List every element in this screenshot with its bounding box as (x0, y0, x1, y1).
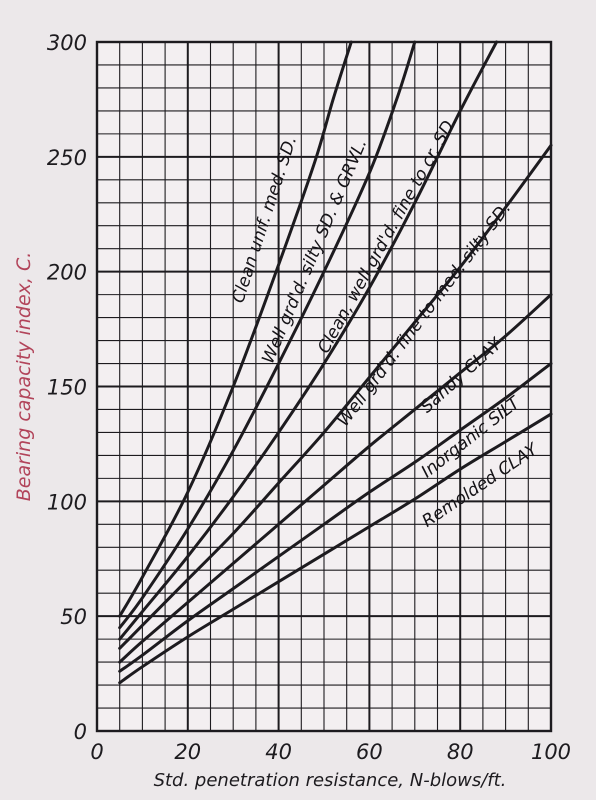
curves (118, 40, 553, 685)
x-tick-label: 60 (356, 740, 383, 764)
curve-sandy-clay (118, 293, 553, 664)
x-tick-label: 100 (531, 740, 571, 764)
curve-inorganic-silt (118, 362, 553, 673)
y-tick-label: 50 (60, 605, 87, 629)
curve-clean-well-grd-d-fine-to-cr-sd (118, 40, 499, 641)
x-tick-label: 40 (265, 740, 292, 764)
x-axis-label: Std. penetration resistance, N-blows/ft. (154, 770, 507, 791)
y-tick-label: 150 (47, 376, 87, 400)
curve-clean-unif-med-sd (118, 40, 353, 618)
x-tick-label: 0 (90, 740, 103, 764)
curve-remolded-clay (118, 412, 553, 685)
x-tick-label: 80 (447, 740, 474, 764)
major-grid (95, 40, 553, 733)
x-tick-label: 20 (174, 740, 201, 764)
y-tick-label: 200 (47, 261, 87, 285)
y-axis-label: Bearing capacity index, C. (13, 252, 35, 502)
y-tick-label: 300 (47, 31, 87, 55)
curve-well-grd-d-fine-to-med-silty-sd (118, 143, 553, 650)
minor-grid (96, 41, 552, 732)
plot-frame (95, 40, 553, 733)
x-tick-labels: 0 20 40 60 80 100 (90, 740, 571, 764)
y-tick-labels: 0 50 100 150 200 250 300 (47, 31, 87, 744)
curve-well-grd-d-silty-sd-grvl (118, 40, 417, 630)
y-tick-label: 0 (74, 720, 87, 744)
y-tick-label: 250 (47, 146, 87, 170)
y-tick-label: 100 (47, 490, 87, 514)
